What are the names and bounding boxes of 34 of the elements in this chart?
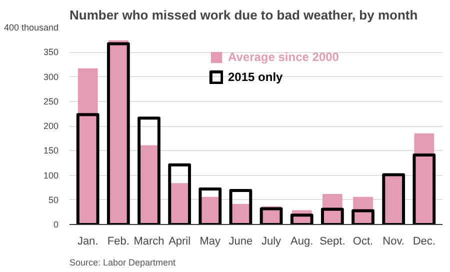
bar: [352, 209, 374, 224]
bar: [168, 163, 191, 224]
x-tick-label: Jan.: [77, 236, 98, 248]
legend-label: Average since 2000: [228, 50, 339, 64]
x-tick-label: June: [228, 236, 253, 248]
bar: [321, 208, 344, 224]
x-tick-label: Feb.: [107, 236, 130, 248]
x-tick-label: April: [168, 236, 191, 248]
x-tick-label: Oct.: [352, 236, 374, 248]
source-note: Source: Labor Department: [70, 258, 176, 268]
legend-label: 2015 only: [228, 70, 283, 84]
y-tick-label: 150: [43, 146, 59, 156]
y-tick-label: 0: [53, 220, 59, 230]
chart-title: Number who missed work due to bad weather, by month: [70, 8, 418, 22]
y-tick-label: 300: [43, 72, 59, 82]
x-tick-label: Sept.: [320, 236, 346, 248]
y-tick-label: 250: [43, 96, 59, 106]
bar: [290, 214, 314, 224]
bar: [412, 154, 436, 224]
x-tick-label: May: [200, 236, 222, 248]
x-tick-label: March: [134, 236, 164, 248]
x-tick-label: July: [262, 236, 282, 248]
bar: [76, 113, 100, 224]
bar: [138, 116, 160, 224]
x-tick-label: Aug.: [290, 236, 314, 248]
x-tick-label: Nov.: [382, 236, 404, 248]
y-tick-label: 350: [43, 47, 59, 58]
x-tick-label: Dec.: [412, 236, 436, 248]
bar: [198, 188, 222, 224]
y-tick-label: 400 thousand: [4, 22, 59, 32]
bar: [229, 189, 252, 224]
y-tick-label: 200: [43, 121, 59, 131]
y-tick-label: 100: [43, 170, 59, 180]
y-tick-label: 50: [48, 194, 59, 205]
